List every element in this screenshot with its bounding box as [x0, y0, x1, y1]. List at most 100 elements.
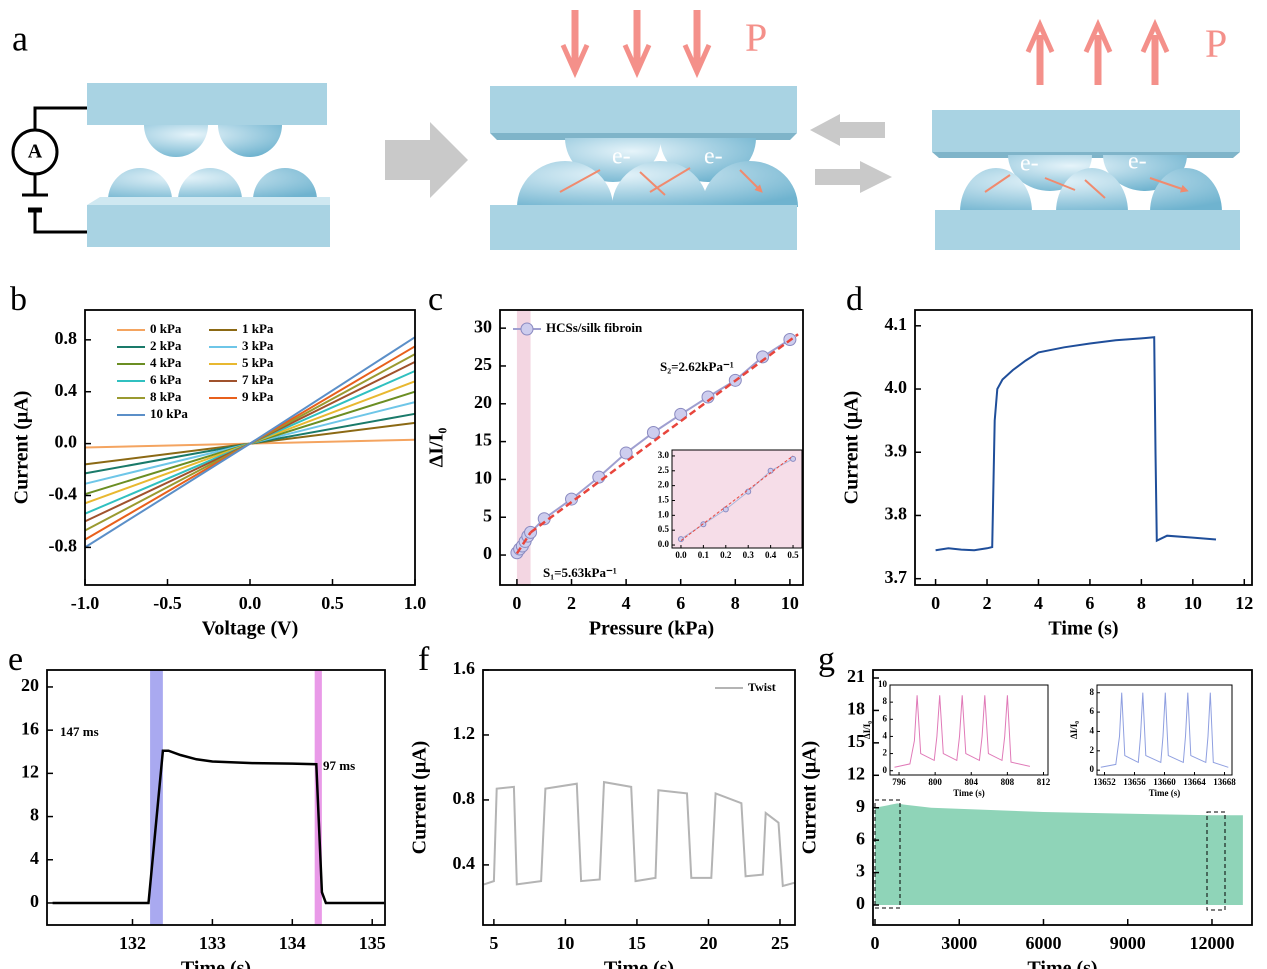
x-tick-label: 135 [359, 933, 386, 953]
legend-label: 5 kPa [242, 355, 274, 370]
x-tick-label: 0 [931, 593, 940, 613]
y-axis-label: Current (μA) [799, 741, 821, 855]
diagram-middle: e- e- P [490, 10, 892, 250]
x-tick-label: 0.4 [765, 550, 777, 560]
pressure-label: P [1205, 21, 1227, 66]
y-axis-label: ΔI/I₀ [426, 428, 448, 468]
marker [646, 426, 660, 440]
plot-frame [914, 309, 1253, 586]
panel-label: g [818, 641, 835, 678]
panel-label: b [10, 281, 27, 318]
x-axis-label: Time (s) [1027, 958, 1097, 969]
x-tick-label: 804 [965, 777, 979, 787]
y-tick-label: 8 [883, 696, 888, 706]
electron-label: e- [704, 144, 723, 170]
x-tick-label: 13652 [1093, 777, 1116, 787]
plot-frame [482, 669, 796, 926]
y-tick-label: 4 [883, 730, 888, 740]
y-tick-label: 1.0 [658, 509, 670, 519]
x-tick-label: 0.0 [239, 593, 262, 613]
legend-label: 4 kPa [150, 355, 182, 370]
x-axis-label: Pressure (kPa) [589, 618, 714, 640]
x-tick-label: 1.0 [404, 593, 427, 613]
legend-label: 3 kPa [242, 338, 274, 353]
line [52, 749, 385, 905]
y-tick-label: 20 [474, 392, 492, 412]
plot-frame [46, 669, 386, 926]
legend-label: 8 kPa [150, 389, 182, 404]
inset-background [672, 450, 802, 548]
plot-frame [872, 669, 1253, 926]
y-tick-label: 3 [856, 861, 865, 881]
annotation: S₂=2.62kPa⁻¹ [660, 359, 734, 374]
y-tick-label: 18 [847, 699, 865, 719]
area [874, 803, 1243, 906]
x-tick-label: 0.5 [321, 593, 344, 613]
y-tick-label: -0.4 [49, 484, 78, 504]
y-tick-label: 0.0 [55, 432, 78, 452]
x-tick-label: 0.1 [698, 550, 710, 560]
y-tick-label: 8 [30, 805, 39, 825]
x-tick-label: 808 [1001, 777, 1015, 787]
pressure-label: P [745, 15, 767, 60]
x-tick-label: 12 [1235, 593, 1253, 613]
x-tick-label: 796 [892, 777, 906, 787]
y-tick-label: 12 [21, 761, 39, 781]
x-axis-label: Time (s) [181, 958, 251, 969]
x-tick-label: 6000 [1025, 933, 1061, 953]
legend-label: 2 kPa [150, 338, 182, 353]
fit-line [529, 333, 799, 534]
highlight-box [1206, 811, 1226, 911]
marker [722, 506, 729, 513]
x-tick-label: 0.2 [720, 550, 732, 560]
y-axis-label: Current (μA) [11, 391, 33, 505]
y-tick-label: 20 [21, 675, 39, 695]
y-tick-label: 1.6 [453, 658, 476, 678]
x-axis-label: Time (s) [1048, 618, 1118, 640]
y-tick-label: 9 [856, 796, 865, 816]
x-axis-label: Time (s) [953, 788, 985, 798]
y-tick-label: 3.0 [658, 450, 670, 460]
plot-frame [671, 449, 803, 549]
legend-label: 6 kPa [150, 372, 182, 387]
band [516, 310, 531, 585]
x-tick-label: 812 [1037, 777, 1051, 787]
panel-label: a [12, 18, 28, 58]
x-tick-label: -0.5 [153, 593, 182, 613]
x-tick-label: 15 [628, 933, 646, 953]
y-tick-label: 0 [883, 765, 888, 775]
y-tick-label: 6 [883, 713, 888, 723]
y-tick-label: 5 [483, 505, 492, 525]
x-tick-label: 133 [199, 933, 226, 953]
band [150, 670, 163, 925]
x-tick-label: 132 [119, 933, 146, 953]
legend-label: Twist [748, 680, 776, 694]
x-tick-label: 20 [699, 933, 717, 953]
line [894, 695, 1031, 768]
y-tick-label: 0.0 [658, 539, 670, 549]
x-tick-label: 0.3 [743, 550, 755, 560]
legend-label: 10 kPa [150, 406, 188, 421]
y-tick-label: 0 [1090, 764, 1095, 774]
x-tick-label: 25 [771, 933, 789, 953]
y-tick-label: 2 [1090, 745, 1095, 755]
marker [619, 446, 633, 460]
electron-label: e- [1128, 149, 1147, 175]
x-tick-label: 13656 [1123, 777, 1146, 787]
x-tick-label: 4 [622, 593, 631, 613]
x-tick-label: 8 [731, 593, 740, 613]
x-tick-label: 8 [1137, 593, 1146, 613]
y-tick-label: 15 [474, 430, 492, 450]
legend-label: 1 kPa [242, 321, 274, 336]
electron-label: e- [1020, 151, 1039, 177]
y-axis-label: Current (μA) [841, 391, 863, 505]
x-tick-label: 0.0 [675, 550, 687, 560]
marker [756, 350, 770, 364]
y-tick-label: 6 [1090, 706, 1095, 716]
x-axis-label: Time (s) [604, 958, 674, 969]
x-tick-label: 6 [1085, 593, 1094, 613]
y-tick-label: 10 [878, 679, 888, 689]
x-tick-label: 13668 [1213, 777, 1236, 787]
y-tick-label: 4 [1090, 726, 1095, 736]
x-tick-label: 6 [676, 593, 685, 613]
